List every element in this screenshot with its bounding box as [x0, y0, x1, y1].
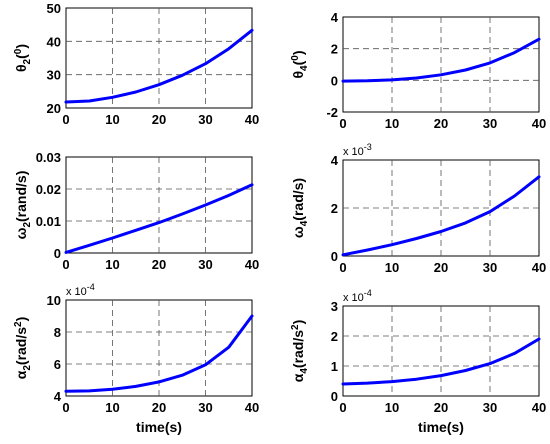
x-axis-label: time(s): [136, 419, 182, 435]
x-tick-label: 20: [434, 260, 448, 275]
x-tick-label: 30: [198, 112, 212, 127]
axis-multiplier: x 10-4: [343, 288, 372, 304]
x-tick-label: 40: [245, 112, 259, 127]
y-tick-label: 0.03: [36, 150, 61, 165]
x-tick-label: 40: [245, 257, 259, 272]
y-axis-label: α4(rad/s2): [290, 320, 310, 383]
series-line: [341, 37, 541, 83]
subplot-1: 0 10 20 30 40 20 30 40 50 θ2(0): [13, 1, 259, 127]
y-tick-label: 0: [331, 249, 338, 264]
x-tick-label: 0: [339, 260, 346, 275]
x-tick-label: 20: [152, 257, 166, 272]
axis-multiplier: x 10-3: [343, 142, 372, 158]
x-tick-label: 20: [434, 400, 448, 415]
y-axis-label: α2(rad/s2): [13, 317, 33, 380]
x-tick-label: 30: [483, 260, 497, 275]
x-tick-label: 0: [339, 400, 346, 415]
y-axis-label: ω2(rand/s): [13, 171, 33, 240]
y-tick-label: 4: [331, 10, 339, 25]
y-tick-label: 6: [54, 357, 61, 372]
x-tick-label: 10: [105, 400, 119, 415]
subplot-6: 0 10 20 30 40 0 1 2 3 α4(rad/s2) x 10-4 time(s): [290, 288, 546, 435]
x-tick-label: 10: [385, 116, 399, 131]
x-tick-label: 10: [385, 400, 399, 415]
y-tick-label: 20: [47, 101, 61, 116]
y-axis-label: ω4(rad/s): [290, 178, 310, 238]
y-tick-label: 8: [54, 325, 61, 340]
x-tick-label: 30: [198, 400, 212, 415]
x-tick-label: 0: [62, 257, 69, 272]
y-tick-label: 1: [331, 359, 338, 374]
y-tick-label: 10: [47, 293, 61, 308]
x-tick-label: 10: [105, 112, 119, 127]
y-tick-label: 0: [54, 246, 61, 261]
x-tick-label: 40: [532, 400, 546, 415]
x-tick-label: 0: [62, 400, 69, 415]
x-tick-label: 0: [339, 116, 346, 131]
y-tick-label: 3: [331, 299, 338, 314]
y-tick-label: 0: [331, 389, 338, 404]
y-tick-label: 40: [47, 34, 61, 49]
x-tick-label: 30: [483, 400, 497, 415]
series-line: [64, 28, 254, 104]
series-line: [64, 314, 254, 393]
x-tick-label: 10: [385, 260, 399, 275]
subplot-4: 0 10 20 30 40 0 2 4 ω4(rad/s) x 10-3: [290, 142, 546, 275]
y-tick-label: 0: [331, 73, 338, 88]
subplot-5: 0 10 20 30 40 4 6 8 10 α2(rad/s2) x 10-4 time(s): [13, 282, 259, 435]
x-tick-label: 20: [434, 116, 448, 131]
y-tick-label: 4: [331, 153, 339, 168]
y-tick-label: -2: [326, 105, 338, 120]
x-tick-label: 40: [245, 400, 259, 415]
y-tick-label: 2: [331, 201, 338, 216]
y-tick-label: 0.01: [36, 214, 61, 229]
x-tick-label: 40: [532, 116, 546, 131]
series-line: [64, 183, 254, 254]
x-tick-label: 10: [105, 257, 119, 272]
series-line: [341, 337, 541, 386]
series-line: [341, 175, 541, 257]
x-tick-label: 20: [152, 400, 166, 415]
x-tick-label: 20: [152, 112, 166, 127]
y-tick-label: 30: [47, 68, 61, 83]
y-tick-label: 50: [47, 1, 61, 16]
x-tick-label: 0: [62, 112, 69, 127]
y-tick-label: 0.02: [36, 182, 61, 197]
y-axis-label: θ4(0): [290, 50, 310, 78]
x-tick-label: 40: [532, 260, 546, 275]
x-tick-label: 30: [483, 116, 497, 131]
y-tick-label: 2: [331, 329, 338, 344]
y-tick-label: 2: [331, 42, 338, 57]
y-tick-label: 4: [54, 389, 62, 404]
x-tick-label: 30: [198, 257, 212, 272]
axis-multiplier: x 10-4: [66, 282, 95, 298]
x-axis-label: time(s): [418, 419, 464, 435]
y-axis-label: θ2(0): [13, 44, 33, 72]
